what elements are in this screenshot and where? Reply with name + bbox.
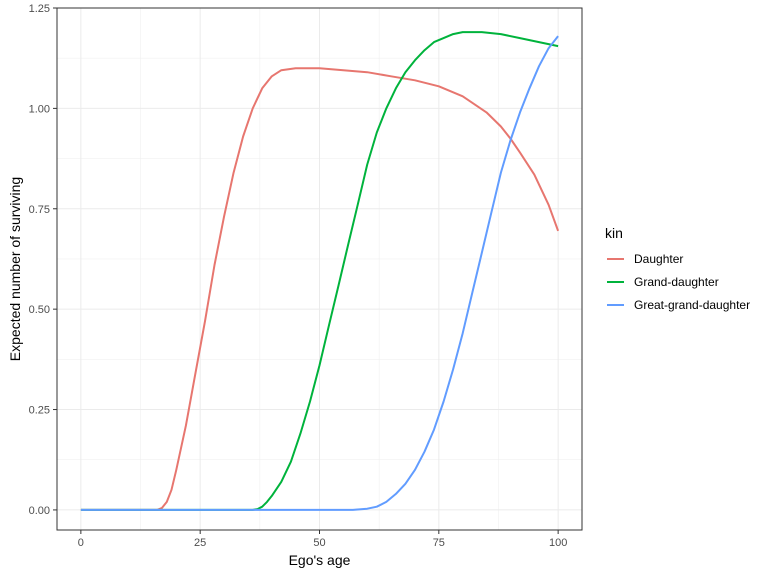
y-axis-title: Expected number of surviving: [7, 177, 23, 361]
series-lines: [80, 31, 560, 511]
x-tick-label: 0: [78, 537, 84, 549]
legend-items: Daughter Grand-daughter Great-grand-daught…: [607, 252, 750, 312]
y-tick-label: 1.00: [29, 103, 50, 115]
legend-title: kin: [605, 225, 623, 241]
y-axis-ticks: 0.00 0.25 0.50 0.75 1.00 1.25: [29, 3, 57, 517]
legend-label-1: Daughter: [634, 252, 683, 266]
x-axis-ticks: 0 25 50 75 100: [78, 530, 567, 549]
y-tick-label: 0.75: [29, 204, 50, 216]
y-tick-label: 0.25: [29, 405, 50, 417]
y-tick-label: 0.00: [29, 505, 50, 517]
series-line-3: [80, 35, 559, 511]
legend-label-2: Grand-daughter: [634, 275, 719, 289]
y-tick-label: 0.50: [29, 304, 50, 316]
legend-label-3: Great-grand-daughter: [634, 298, 750, 312]
x-tick-label: 50: [313, 537, 325, 549]
x-tick-label: 100: [549, 537, 567, 549]
series-line-1: [80, 67, 560, 511]
legend: kin Daughter Grand-daughter Great-grand-da…: [605, 225, 750, 312]
x-tick-label: 25: [194, 537, 206, 549]
x-tick-label: 75: [433, 537, 445, 549]
y-tick-label: 1.25: [29, 3, 50, 15]
x-axis-title: Ego's age: [289, 552, 351, 568]
series-line-2: [80, 31, 559, 511]
